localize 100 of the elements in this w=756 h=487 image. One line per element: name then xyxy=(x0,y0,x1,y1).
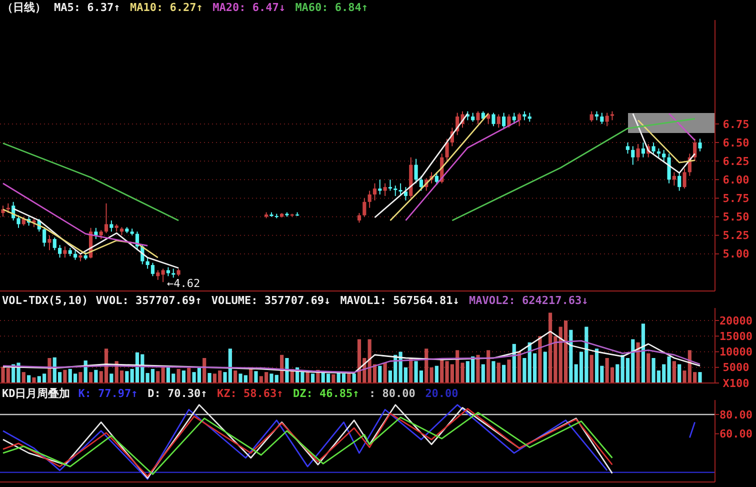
candlestick xyxy=(693,138,697,162)
bar xyxy=(310,374,315,383)
annotation: K: 77.97↑ xyxy=(78,387,138,400)
y-tick-label: 5.50 xyxy=(722,210,750,224)
text: VOLUME: 357707.69↓ xyxy=(211,294,331,307)
candlestick xyxy=(48,234,52,251)
y-tick-label: 6.00 xyxy=(722,173,750,186)
candlestick xyxy=(678,172,682,192)
bar xyxy=(378,366,382,383)
line-series xyxy=(2,330,701,374)
bar xyxy=(78,372,82,383)
annotation: 20.00 xyxy=(425,387,458,400)
candlestick xyxy=(641,142,646,158)
candlestick xyxy=(502,112,506,130)
bar xyxy=(672,361,676,383)
chart-title: KD日月周叠加 xyxy=(2,387,70,400)
candlestick xyxy=(368,190,372,208)
candlestick xyxy=(394,185,398,196)
candlestick xyxy=(42,226,46,247)
candlestick xyxy=(605,112,609,127)
y-tick-label: 6.75 xyxy=(722,118,750,131)
bar xyxy=(476,354,480,383)
bar xyxy=(434,366,438,383)
candlestick xyxy=(16,214,20,228)
bar xyxy=(481,364,485,383)
candlestick xyxy=(414,158,418,184)
candlestick xyxy=(476,110,480,124)
text: VVOL: 357707.69↑ xyxy=(96,294,202,307)
candlestick xyxy=(388,179,392,192)
bar xyxy=(208,373,212,383)
bar xyxy=(502,364,506,383)
bar xyxy=(590,354,594,383)
bar xyxy=(254,371,258,383)
candlestick xyxy=(63,246,67,258)
bar xyxy=(698,372,702,383)
text: MA20: 6.47↓ xyxy=(212,1,286,14)
bar xyxy=(636,342,640,383)
bar xyxy=(27,375,31,383)
bar xyxy=(538,336,542,383)
bar xyxy=(507,360,511,383)
candlestick xyxy=(662,149,666,162)
chart-title: （日线） xyxy=(2,1,46,14)
candlestick xyxy=(652,142,656,154)
y-tick-label: 15000 xyxy=(719,330,753,343)
candlestick xyxy=(150,262,155,277)
candlestick xyxy=(492,112,496,127)
annotation: DZ: 46.85↑ xyxy=(293,387,360,400)
bar xyxy=(32,377,36,383)
bar xyxy=(156,371,160,383)
y-tick-label: 6.25 xyxy=(722,154,750,168)
bar xyxy=(187,368,191,383)
candlestick xyxy=(398,182,402,195)
bar xyxy=(88,372,93,383)
candlestick xyxy=(631,146,635,166)
bar xyxy=(646,353,650,383)
candlestick xyxy=(419,175,423,192)
candlestick xyxy=(378,179,382,195)
candlestick xyxy=(682,168,686,190)
bar xyxy=(63,370,67,383)
bar xyxy=(161,367,165,383)
bar xyxy=(641,324,646,383)
y-tick-label: 80.00 xyxy=(719,408,753,422)
bar xyxy=(48,358,52,383)
candlestick xyxy=(110,220,114,232)
candlestick xyxy=(445,138,449,162)
candlestick xyxy=(626,142,630,154)
bar xyxy=(285,358,289,383)
bar xyxy=(569,330,573,383)
candlestick xyxy=(104,202,108,234)
candlestick xyxy=(496,114,500,128)
bar xyxy=(486,350,490,383)
bar xyxy=(616,364,620,383)
bar xyxy=(22,372,26,383)
candlestick xyxy=(94,227,98,240)
line-series xyxy=(2,340,701,374)
bar xyxy=(176,368,180,383)
candlestick xyxy=(590,110,594,122)
bar xyxy=(383,362,387,383)
text: MA5: 6.37↑ xyxy=(54,1,120,14)
candlestick xyxy=(698,138,702,152)
candlestick xyxy=(383,182,387,196)
y-tick-label: 5.75 xyxy=(722,192,750,206)
candlestick xyxy=(672,172,676,186)
text: MA60: 6.84↑ xyxy=(295,1,368,14)
annotation: : 80.00 xyxy=(369,387,416,400)
annotation: ←4.62 xyxy=(167,277,200,290)
candlestick xyxy=(52,237,56,251)
candlestick xyxy=(357,212,362,224)
y-tick-label: X100 xyxy=(722,376,750,390)
candlestick xyxy=(372,182,377,201)
bar xyxy=(496,362,500,383)
bar xyxy=(678,364,682,383)
y-tick-label: 10000 xyxy=(719,346,753,359)
y-tick-label: 60.00 xyxy=(719,428,753,441)
line-series xyxy=(632,112,696,174)
candlestick xyxy=(507,114,511,128)
candlestick xyxy=(636,143,640,162)
bar xyxy=(110,374,114,383)
annotation: D: 70.30↑ xyxy=(148,387,208,400)
candlestick xyxy=(667,153,671,184)
